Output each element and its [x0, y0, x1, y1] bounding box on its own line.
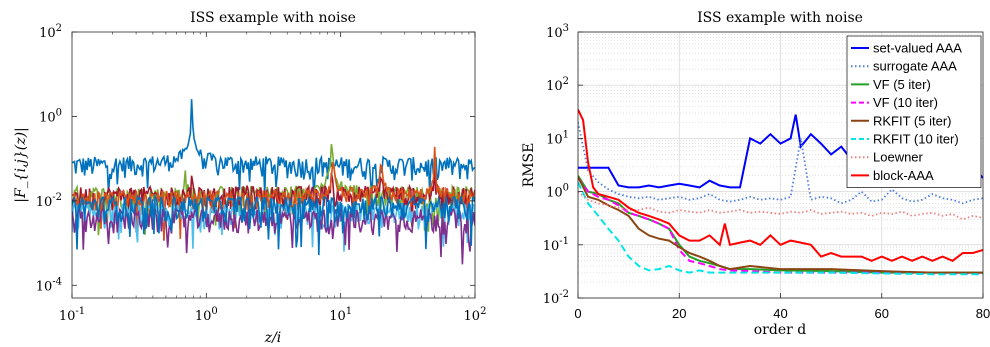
chart-left-y-tick-label: 102 — [39, 23, 62, 41]
chart-right-y-tick-label: 100 — [546, 183, 569, 201]
chart-right-x-tick-label: 80 — [976, 306, 990, 321]
chart-right-series-line-4 — [578, 177, 983, 275]
chart-left-plot-area — [72, 32, 475, 298]
chart-right-legend-label: block-AAA — [873, 168, 934, 183]
chart-right-legend-label: VF (5 iter) — [873, 77, 931, 92]
chart-left-y-tick-label: 10-2 — [36, 192, 62, 210]
chart-right-x-tick-label: 60 — [875, 306, 889, 321]
chart-right-legend: set-valued AAA surrogate AAA VF (5 iter) VF… — [846, 35, 982, 189]
chart-left-series-line-2 — [72, 143, 475, 236]
chart-left-series-group — [72, 99, 475, 265]
chart-left-title: ISS example with noise — [190, 10, 356, 26]
chart-right-legend-label: set-valued AAA — [873, 41, 962, 56]
chart-right-x-tick-label: 40 — [773, 306, 787, 321]
chart-right-series-line-8 — [578, 109, 983, 262]
chart-left-x-tick-label: 102 — [464, 306, 487, 324]
chart-right-series-line-7 — [578, 190, 983, 221]
chart-left: ISS example with noise 10-1 100 101 102 10-4… — [13, 10, 486, 346]
chart-right-legend-label: Loewner — [873, 150, 924, 165]
chart-right-y-tick-label: 102 — [546, 76, 569, 94]
chart-right-x-tick-label: 20 — [672, 306, 686, 321]
chart-right-legend-label: RKFIT (5 iter) — [873, 113, 952, 128]
chart-left-x-tick-label: 10-1 — [59, 306, 85, 324]
chart-right-x-tick-label: 0 — [574, 306, 581, 321]
chart-right-y-tick-label: 103 — [546, 23, 569, 41]
chart-right-ylabel: RMSE — [521, 143, 537, 188]
chart-left-y-tick-label: 10-4 — [36, 276, 62, 294]
chart-right-y-tick-label: 101 — [546, 129, 569, 147]
chart-left-y-tick-label: 100 — [39, 107, 62, 125]
chart-right-legend-box — [846, 35, 982, 189]
chart-left-frame — [71, 31, 476, 299]
chart-left-xlabel: z/i — [264, 330, 282, 346]
chart-right-title: ISS example with noise — [697, 10, 863, 26]
chart-right-axes: 0 20 40 60 80 10-2 10-1 100 101 102 103 — [543, 23, 990, 321]
chart-left-series-line-7 — [72, 193, 475, 256]
chart-left-axes: 10-1 100 101 102 10-4 10-2 100 102 — [36, 23, 487, 324]
chart-right: ISS example with noise 0 20 40 60 80 10-2 10-1… — [521, 10, 990, 338]
chart-left-x-tick-label: 100 — [195, 306, 218, 324]
chart-right-xlabel: order d — [754, 322, 807, 338]
chart-right-legend-label: VF (10 iter) — [873, 95, 938, 110]
chart-right-legend-label: RKFIT (10 iter) — [873, 132, 959, 147]
chart-left-series-line-1 — [72, 99, 475, 201]
chart-left-ylabel: |F_{i,j}(z)| — [13, 127, 29, 203]
chart-left-x-tick-label: 101 — [329, 306, 352, 324]
chart-right-y-tick-label: 10-2 — [543, 289, 569, 307]
chart-right-legend-label: surrogate AAA — [873, 59, 957, 74]
chart-right-series-line-5 — [578, 176, 983, 274]
chart-right-y-tick-label: 10-1 — [543, 236, 569, 254]
